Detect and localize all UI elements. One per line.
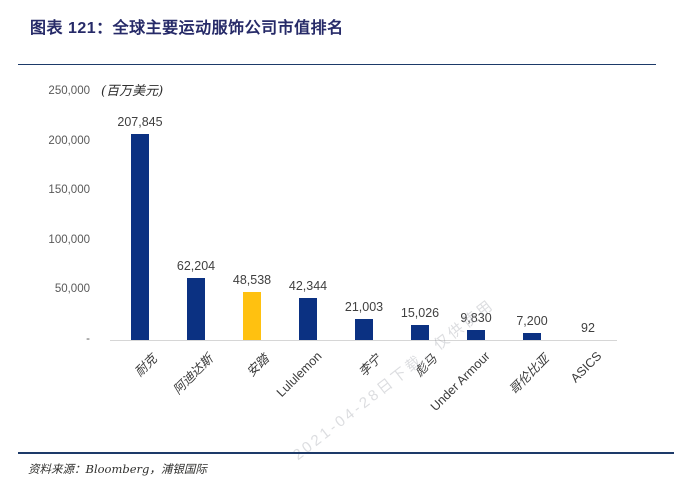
bar-value-label: 48,538	[232, 273, 272, 287]
bar-default	[467, 330, 485, 340]
x-category-label: 安踏	[243, 351, 272, 380]
x-category-label: 李宁	[355, 351, 384, 380]
x-category-label: 彪马	[411, 351, 440, 380]
axis-unit-label: (百万美元)	[101, 84, 164, 99]
x-category-label: Lululemon	[274, 349, 325, 400]
y-tick-label: 250,000	[48, 85, 90, 97]
bar-value-label: 9,830	[460, 311, 492, 325]
bar-value-label: 21,003	[344, 300, 384, 314]
y-tick-label: 50,000	[54, 283, 90, 296]
x-category-label: ASICS	[568, 349, 605, 386]
bar-default	[355, 319, 373, 340]
y-tick-label: 100,000	[48, 233, 90, 246]
bottom-divider	[18, 452, 674, 454]
bar-default	[187, 278, 205, 340]
bar-default	[523, 333, 541, 340]
bar-value-label: 42,344	[288, 279, 328, 293]
figure-title: 图表 121：全球主要运动服饰公司市值排名	[30, 20, 344, 37]
x-axis-line	[110, 340, 617, 341]
bar-value-label: 92	[581, 321, 595, 335]
bar-default	[131, 134, 149, 340]
x-category-label: 阿迪达斯	[169, 351, 216, 398]
x-category-label: 耐克	[131, 351, 160, 380]
y-tick-label: -	[86, 333, 90, 345]
y-tick-label: 150,000	[48, 184, 90, 197]
bar-value-label: 62,204	[176, 259, 216, 273]
bar-value-label: 207,845	[117, 115, 163, 129]
source-note: 资料来源：Bloomberg，浦银国际	[28, 462, 207, 476]
bar-value-label: 15,026	[400, 306, 440, 320]
bar-highlighted	[243, 292, 261, 340]
y-tick-label: 200,000	[48, 134, 90, 147]
top-divider	[18, 64, 656, 65]
bar-value-label: 7,200	[516, 314, 548, 328]
bar-default	[411, 325, 429, 340]
bar-default	[299, 298, 317, 340]
x-category-label: 哥伦比亚	[505, 351, 552, 398]
